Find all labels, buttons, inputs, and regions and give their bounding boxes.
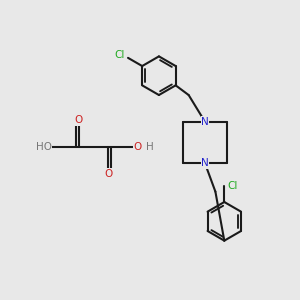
Text: O: O	[134, 142, 142, 152]
Text: N: N	[201, 117, 209, 127]
Text: Cl: Cl	[228, 181, 238, 191]
Text: O: O	[104, 169, 112, 179]
Text: H: H	[146, 142, 153, 152]
Text: N: N	[201, 158, 209, 168]
Text: HO: HO	[36, 142, 52, 152]
Text: O: O	[74, 115, 83, 125]
Text: Cl: Cl	[114, 50, 124, 61]
